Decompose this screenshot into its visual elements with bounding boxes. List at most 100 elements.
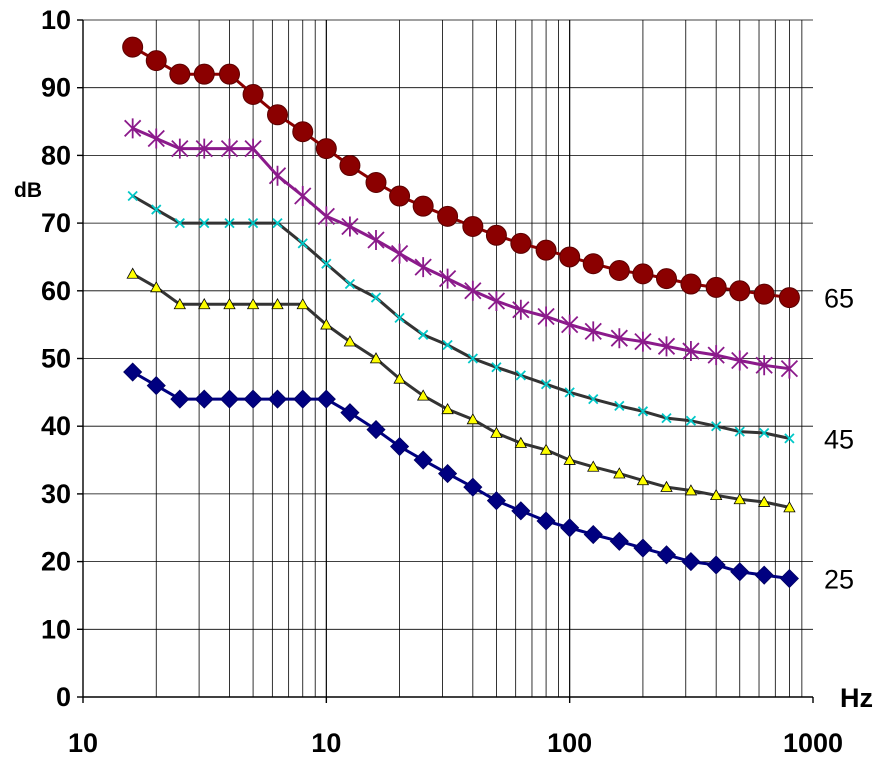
data-point (174, 217, 185, 229)
data-point (682, 341, 700, 362)
y-tick-label: 10 (41, 5, 71, 35)
series-4 (126, 267, 796, 513)
data-point (442, 339, 453, 351)
data-point (588, 393, 599, 405)
data-point (582, 253, 604, 275)
data-point (127, 190, 138, 202)
data-point (778, 287, 800, 309)
data-point (344, 278, 356, 290)
data-point (656, 545, 677, 565)
data-point (438, 268, 457, 289)
data-point (316, 389, 336, 409)
data-point (613, 467, 626, 479)
data-point (587, 460, 600, 472)
data-point (559, 246, 581, 268)
data-point (413, 450, 433, 470)
data-point (173, 298, 187, 310)
curve-labels: 65 45 25 (824, 284, 854, 595)
data-point (755, 355, 773, 376)
data-point (515, 370, 526, 381)
data-point (660, 480, 673, 492)
data-point (267, 389, 288, 409)
data-point (609, 531, 629, 551)
curve-label: 25 (824, 565, 854, 595)
data-point (416, 389, 430, 401)
data-point (247, 217, 259, 229)
data-point (655, 268, 677, 290)
data-point (485, 224, 507, 246)
curve-label: 65 (824, 284, 854, 314)
data-point (242, 83, 264, 105)
data-point (632, 263, 654, 285)
data-point (169, 63, 191, 85)
data-point (317, 206, 335, 227)
data-point (438, 464, 458, 484)
data-point (272, 217, 283, 229)
y-tick-label: 90 (41, 73, 71, 103)
data-point (610, 328, 628, 349)
series-1 (122, 36, 800, 309)
data-point (340, 403, 360, 423)
data-point (414, 257, 432, 278)
data-point (463, 477, 483, 497)
data-point (539, 443, 553, 455)
data-point (684, 484, 698, 496)
data-point (246, 298, 260, 310)
data-point (657, 336, 676, 357)
data-point (561, 314, 579, 335)
data-point (296, 298, 309, 310)
data-point (661, 412, 672, 424)
data-point (343, 335, 357, 347)
series-5 (123, 362, 799, 589)
data-point (394, 312, 405, 324)
y-tick-labels: 0 10 20 30 40 50 60 70 80 90 10 (41, 5, 71, 712)
data-point (705, 276, 727, 298)
data-point (784, 433, 795, 444)
data-point (514, 436, 528, 448)
data-point (636, 474, 650, 486)
series-line (132, 126, 790, 371)
y-tick-label: 0 (56, 682, 71, 712)
x-axis-label: Hz (840, 683, 873, 713)
data-point (711, 421, 722, 432)
data-point (706, 555, 726, 575)
data-point (754, 565, 774, 585)
series-group (122, 36, 800, 589)
data-point (634, 331, 652, 352)
data-point (223, 298, 236, 310)
series-line (131, 272, 790, 509)
data-point (759, 427, 770, 439)
data-point (151, 204, 162, 215)
x-tick-label: 100 (547, 728, 592, 758)
data-point (243, 389, 263, 409)
data-point (536, 511, 556, 531)
data-point (171, 138, 189, 159)
data-point (462, 215, 484, 237)
data-point (584, 321, 602, 342)
series-line (131, 194, 790, 440)
data-point (198, 298, 211, 310)
data-point (510, 232, 532, 254)
data-point (315, 138, 337, 160)
data-point (779, 568, 799, 589)
data-point (464, 280, 482, 301)
data-point (540, 379, 552, 390)
data-point (466, 413, 480, 425)
data-point (145, 50, 167, 72)
data-point (220, 138, 239, 159)
x-tick-label: 1000 (783, 728, 843, 758)
data-point (412, 195, 434, 217)
data-point (437, 205, 459, 227)
data-point (734, 426, 745, 437)
data-point (537, 306, 555, 327)
data-point (219, 389, 240, 409)
data-point (733, 492, 746, 505)
series-line (131, 370, 790, 580)
x-tick-label: 10 (311, 728, 341, 758)
data-point (339, 155, 361, 177)
data-point (560, 518, 580, 538)
data-point (780, 358, 799, 379)
data-point (614, 400, 625, 412)
data-point (486, 491, 506, 511)
